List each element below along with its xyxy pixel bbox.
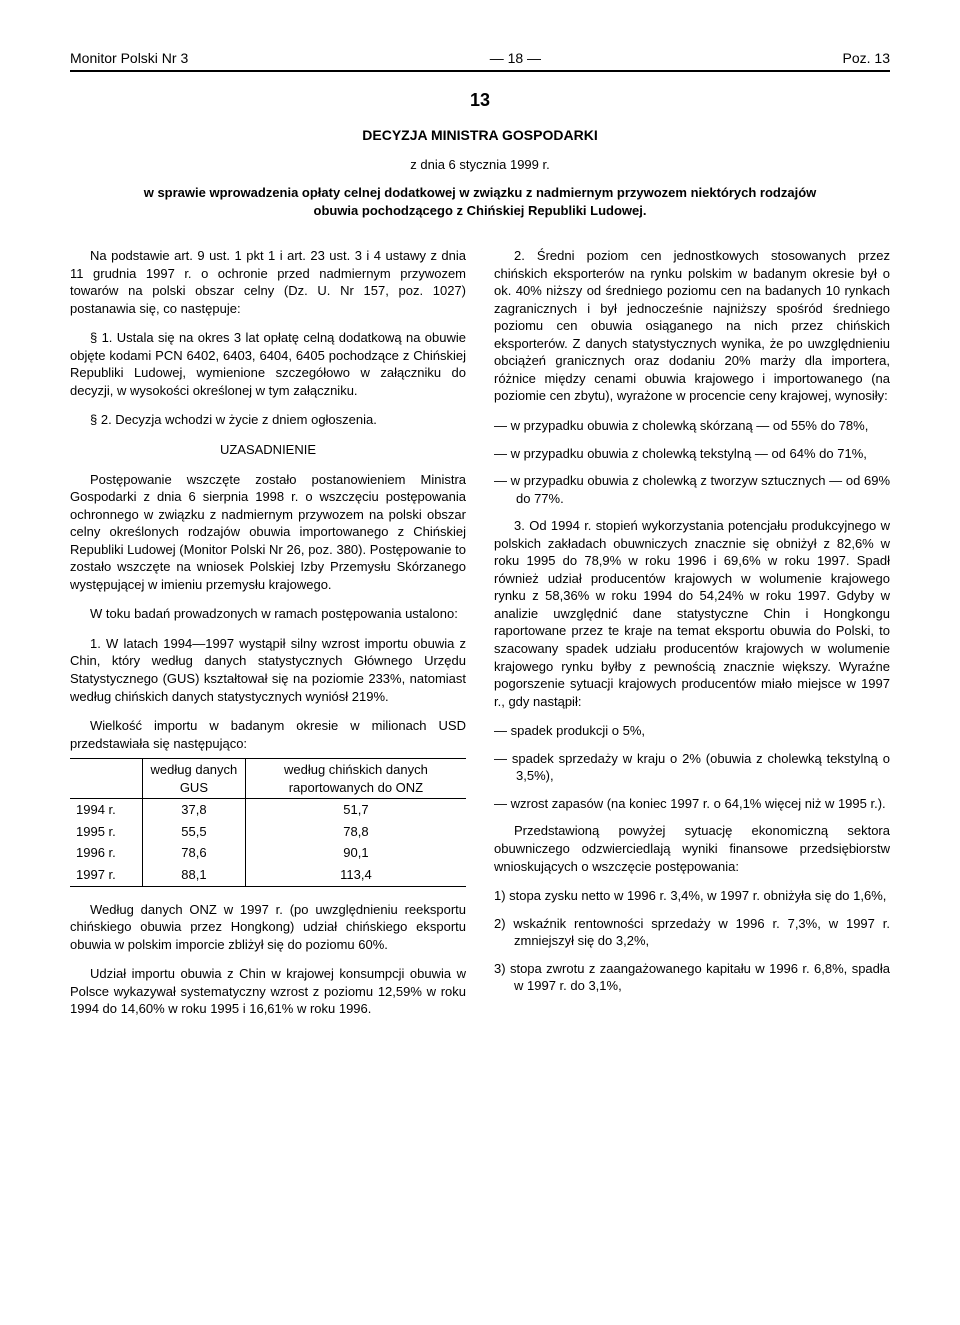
table-row: 1994 r. 37,8 51,7	[70, 799, 466, 821]
cell-gus: 37,8	[143, 799, 246, 821]
dash-item: — w przypadku obuwia z cholewką tekstyln…	[494, 445, 890, 463]
cell-gus: 88,1	[143, 864, 246, 886]
cell-year: 1997 r.	[70, 864, 143, 886]
para-item-1: 1. W latach 1994—1997 wystąpił silny wzr…	[70, 635, 466, 705]
header-center: — 18 —	[188, 50, 842, 66]
heading-uzasadnienie: UZASADNIENIE	[70, 441, 466, 459]
table-col-onz: według chińskich danych raportowanych do…	[245, 759, 466, 799]
cell-year: 1994 r.	[70, 799, 143, 821]
left-column: Na podstawie art. 9 ust. 1 pkt 1 i art. …	[70, 247, 466, 1030]
header-left: Monitor Polski Nr 3	[70, 50, 188, 66]
import-table: według danych GUS według chińskich danyc…	[70, 758, 466, 886]
para-financials: Przedstawioną powyżej sytuację ekonomicz…	[494, 822, 890, 875]
page: Monitor Polski Nr 3 — 18 — Poz. 13 13 DE…	[0, 0, 960, 1325]
num-item: 2) wskaźnik rentowności sprzedaży w 1996…	[494, 915, 890, 950]
dash-item: — spadek produkcji o 5%,	[494, 722, 890, 740]
num-item: 3) stopa zwrotu z zaangażowanego kapitał…	[494, 960, 890, 995]
para-section-1: § 1. Ustala się na okres 3 lat opłatę ce…	[70, 329, 466, 399]
cell-onz: 113,4	[245, 864, 466, 886]
doc-title: DECYZJA MINISTRA GOSPODARKI	[70, 127, 890, 143]
doc-subject: w sprawie wprowadzenia opłaty celnej dod…	[130, 184, 830, 219]
page-header: Monitor Polski Nr 3 — 18 — Poz. 13	[70, 50, 890, 72]
right-column: 2. Średni poziom cen jednostkowych stoso…	[494, 247, 890, 1030]
header-right: Poz. 13	[843, 50, 890, 66]
table-col-gus: według danych GUS	[143, 759, 246, 799]
para-basis: Na podstawie art. 9 ust. 1 pkt 1 i art. …	[70, 247, 466, 317]
dash-item: — w przypadku obuwia z cholewką z tworzy…	[494, 472, 890, 507]
table-row: 1997 r. 88,1 113,4	[70, 864, 466, 886]
para-onz: Według danych ONZ w 1997 r. (po uwzględn…	[70, 901, 466, 954]
para-item-2: 2. Średni poziom cen jednostkowych stoso…	[494, 247, 890, 405]
table-row: 1996 r. 78,6 90,1	[70, 842, 466, 864]
para-uzasad-2: W toku badań prowadzonych w ramach postę…	[70, 605, 466, 623]
cell-year: 1995 r.	[70, 821, 143, 843]
para-item-3: 3. Od 1994 r. stopień wykorzystania pote…	[494, 517, 890, 710]
table-caption: Wielkość importu w badanym okresie w mil…	[70, 717, 466, 752]
para-uzasad-1: Postępowanie wszczęte zostało postanowie…	[70, 471, 466, 594]
dash-item: — w przypadku obuwia z cholewką skórzaną…	[494, 417, 890, 435]
two-column-body: Na podstawie art. 9 ust. 1 pkt 1 i art. …	[70, 247, 890, 1030]
table-col-year	[70, 759, 143, 799]
table-row: 1995 r. 55,5 78,8	[70, 821, 466, 843]
para-section-2: § 2. Decyzja wchodzi w życie z dniem ogł…	[70, 411, 466, 429]
cell-onz: 51,7	[245, 799, 466, 821]
cell-onz: 78,8	[245, 821, 466, 843]
cell-gus: 55,5	[143, 821, 246, 843]
cell-onz: 90,1	[245, 842, 466, 864]
num-item: 1) stopa zysku netto w 1996 r. 3,4%, w 1…	[494, 887, 890, 905]
cell-gus: 78,6	[143, 842, 246, 864]
doc-date: z dnia 6 stycznia 1999 r.	[70, 157, 890, 172]
doc-number: 13	[70, 90, 890, 111]
para-share: Udział importu obuwia z Chin w krajowej …	[70, 965, 466, 1018]
dash-item: — spadek sprzedaży w kraju o 2% (obuwia …	[494, 750, 890, 785]
cell-year: 1996 r.	[70, 842, 143, 864]
dash-item: — wzrost zapasów (na koniec 1997 r. o 64…	[494, 795, 890, 813]
